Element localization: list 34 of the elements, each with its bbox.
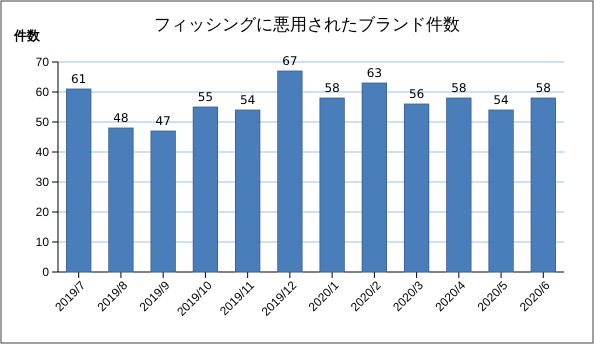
data-label: 48 [113, 111, 129, 125]
bar [446, 98, 472, 272]
y-axis-title: 件数 [13, 29, 41, 44]
bar [404, 104, 430, 272]
y-tick-label: 20 [36, 204, 50, 219]
data-label: 61 [71, 72, 86, 86]
y-tick-label: 50 [36, 114, 50, 129]
bar [192, 106, 218, 272]
y-tick-label: 40 [36, 144, 50, 159]
data-label: 54 [493, 93, 509, 107]
data-label: 58 [324, 81, 340, 95]
y-tick-label: 60 [36, 84, 50, 99]
data-label: 67 [282, 54, 298, 68]
bar [362, 82, 388, 272]
data-label: 54 [240, 93, 256, 107]
data-label: 47 [156, 114, 171, 128]
y-tick-label: 0 [42, 264, 50, 279]
bar [277, 70, 303, 272]
y-tick-label: 10 [36, 234, 50, 249]
data-label: 58 [536, 81, 551, 95]
bar [530, 98, 556, 272]
data-label: 55 [198, 90, 214, 104]
y-tick-label: 30 [36, 174, 50, 189]
data-label: 56 [408, 87, 424, 101]
y-tick-label: 70 [36, 54, 50, 69]
bar [234, 110, 260, 272]
data-label: 63 [366, 66, 382, 80]
data-label: 58 [451, 81, 466, 95]
chart-title: フィッシングに悪用されたブランド件数 [154, 15, 460, 35]
bar [66, 88, 92, 272]
bar [488, 110, 514, 272]
bar [108, 128, 134, 272]
bar [150, 130, 176, 272]
bar [319, 98, 345, 272]
